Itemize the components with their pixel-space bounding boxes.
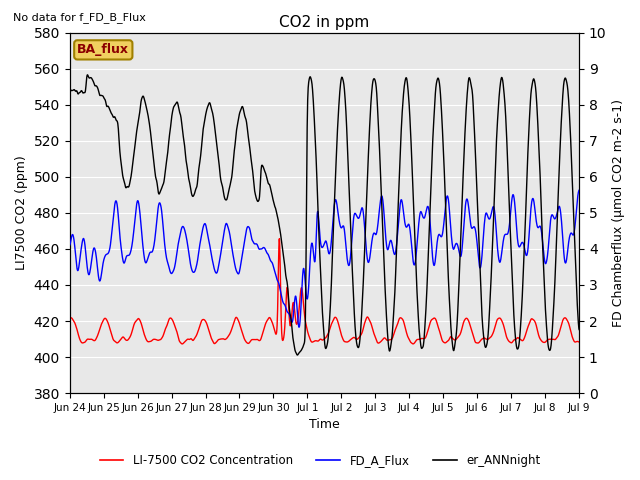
Legend: LI-7500 CO2 Concentration, FD_A_Flux, er_ANNnight: LI-7500 CO2 Concentration, FD_A_Flux, er… (95, 449, 545, 472)
Text: No data for f_FD_B_Flux: No data for f_FD_B_Flux (13, 12, 146, 23)
Title: CO2 in ppm: CO2 in ppm (279, 15, 369, 30)
Y-axis label: LI7500 CO2 (ppm): LI7500 CO2 (ppm) (15, 156, 28, 270)
Y-axis label: FD Chamberflux (μmol CO2 m-2 s-1): FD Chamberflux (μmol CO2 m-2 s-1) (612, 99, 625, 327)
Text: BA_flux: BA_flux (77, 43, 129, 56)
X-axis label: Time: Time (309, 419, 340, 432)
